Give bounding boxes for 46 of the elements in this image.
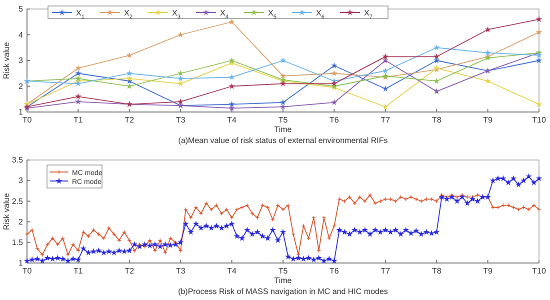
x-tick-label: T1 [74, 116, 84, 125]
legend-label: X$_{7}$ [364, 8, 372, 20]
y-tick-label: 5 [18, 4, 24, 14]
legend-label: X$_{1}$ [76, 8, 84, 20]
x-tick-label: T1 [74, 266, 84, 276]
legend-label: X$_{5}$ [268, 8, 276, 20]
y-tick-label: 1 [18, 258, 24, 268]
y-axis-title: Risk value [2, 42, 11, 79]
text: (a)Mean value of risk status of external environmental RIFs [178, 136, 388, 145]
x-tick-label: T9 [483, 116, 494, 125]
y-tick-label: 1 [18, 108, 24, 117]
x-tick-label: T10 [532, 266, 546, 276]
y-tick-label: 1.5 [12, 238, 24, 247]
x-tick-label: T4 [227, 266, 238, 276]
x-tick-label: T7 [380, 116, 391, 125]
x-tick-label: T2 [124, 116, 135, 125]
x-tick-label: T5 [278, 266, 288, 276]
y-tick-label: 4 [18, 30, 24, 40]
x-tick-label: T7 [380, 266, 391, 276]
y-tick-label: 3 [18, 176, 24, 186]
x-tick-label: T5 [278, 116, 288, 125]
y-tick-label: 2 [18, 82, 24, 91]
text: (b)Process Risk of MASS navigation in MC and HIC modes [178, 287, 388, 296]
x-axis-title: Time [274, 276, 292, 285]
x-tick-label: T6 [330, 266, 340, 276]
x-tick-label: T10 [532, 116, 546, 125]
y-tick-label: 3 [18, 56, 24, 66]
legend-label: X$_{2}$ [124, 8, 132, 20]
legend-label: X$_{6}$ [316, 8, 324, 20]
x-tick-label: T8 [432, 116, 442, 125]
legend-label: X$_{3}$ [172, 8, 180, 20]
y-tick-label: 2.5 [12, 196, 24, 206]
x-tick-label: T0 [22, 116, 32, 125]
x-axis-title: Time [274, 125, 292, 134]
x-tick-label: T6 [330, 116, 340, 125]
y-tick-label: 3.5 [12, 156, 24, 165]
x-tick-label: T0 [22, 266, 32, 276]
x-tick-label: T3 [176, 266, 186, 276]
x-tick-label: T8 [432, 266, 442, 276]
y-axis-title: Risk value [2, 192, 11, 230]
x-tick-label: T9 [483, 266, 494, 276]
x-tick-label: T2 [124, 266, 135, 276]
x-tick-label: T3 [176, 116, 186, 125]
legend-label: X$_{4}$ [220, 8, 228, 20]
y-tick-label: 2 [18, 217, 24, 226]
x-tick-label: T4 [227, 116, 238, 125]
